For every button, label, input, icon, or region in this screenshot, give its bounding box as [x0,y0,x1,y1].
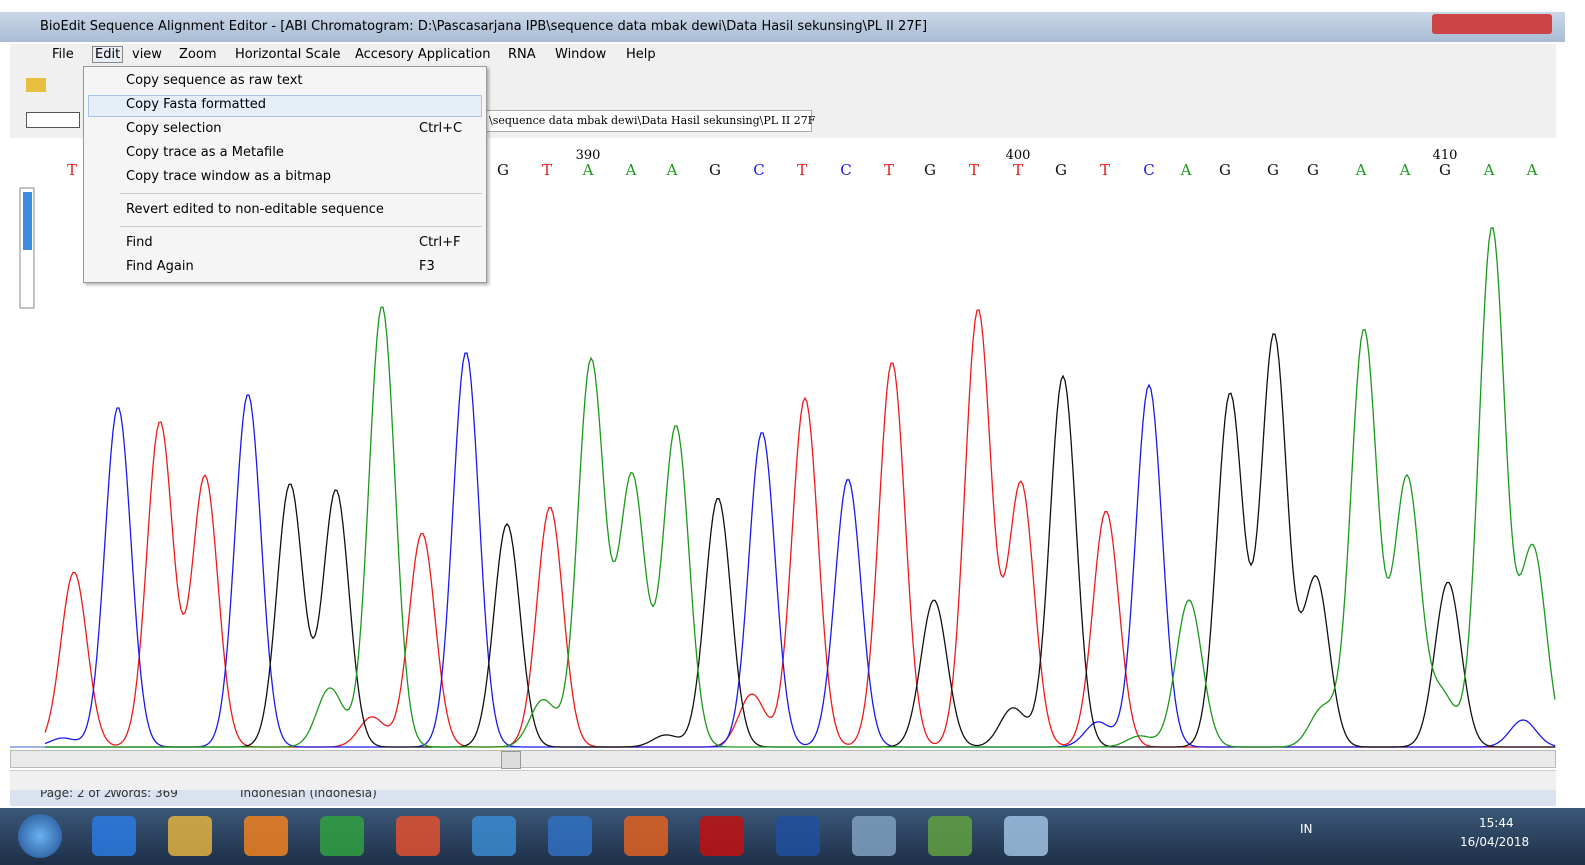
separator [120,226,482,227]
menu-item[interactable]: Window [555,47,606,62]
scroll-thumb[interactable] [501,751,521,769]
path-box: \sequence data mbak dewi\Data Hasil seku… [486,110,812,132]
menu-bar: File Edit view Zoom Horizontal Scale Accesory… [10,44,1556,66]
base-call: A [1180,161,1192,179]
base-call: G [497,161,509,179]
base-call: T [797,161,807,179]
status-text: Indonesian (Indonesia) [240,790,377,800]
position-label: 410 [1433,148,1458,163]
base-call: G [709,161,721,179]
shortcut: Ctrl+C [419,121,462,136]
taskbar-app[interactable] [928,816,972,856]
status-text: Page: 2 of 2 [40,790,111,800]
file-path: \sequence data mbak dewi\Data Hasil seku… [489,114,815,127]
menu-option[interactable]: Revert edited to non-editable sequence [126,202,384,217]
open-icon[interactable] [26,78,46,92]
base-call: G [1219,161,1231,179]
edit-menu: Copy sequence as raw text Copy Fasta form… [83,66,487,283]
menu-item[interactable]: Help [626,47,656,62]
base-call: G [1055,161,1067,179]
taskbar-app[interactable] [320,816,364,856]
menu-item[interactable]: File [52,47,74,62]
h-scrollbar[interactable] [10,750,1556,768]
base-call: T [1100,161,1110,179]
position-label: 400 [1006,148,1031,163]
language[interactable]: IN [1300,822,1313,836]
status-text: Words: 369 [110,790,178,800]
taskbar-app[interactable] [92,816,136,856]
screen: BioEdit Sequence Alignment Editor - [ABI… [0,0,1585,865]
base-call: A [1483,161,1495,179]
base-call: T [969,161,979,179]
base-call: C [753,161,764,179]
taskbar-app[interactable] [852,816,896,856]
base-call: T [884,161,894,179]
taskbar-app[interactable] [776,816,820,856]
base-call: T [67,161,77,179]
menu-option[interactable]: Copy selection [126,121,222,136]
start-button[interactable] [18,814,62,858]
clock-date[interactable]: 16/04/2018 [1460,835,1529,849]
taskbar-app[interactable] [472,816,516,856]
taskbar-app[interactable] [396,816,440,856]
taskbar-app[interactable] [700,816,744,856]
taskbar-app[interactable] [168,816,212,856]
menu-option[interactable]: Copy trace as a Metafile [126,145,284,160]
shortcut: Ctrl+F [419,235,461,250]
taskbar-app[interactable] [548,816,592,856]
menu-item[interactable]: view [132,47,162,62]
taskbar: IN 15:44 16/04/2018 [0,808,1585,865]
menu-option[interactable]: Find Again [126,259,194,274]
base-call: C [840,161,851,179]
menu-option[interactable]: Copy trace window as a bitmap [126,169,331,184]
menu-item[interactable]: Accesory Application [355,47,491,62]
base-call: A [1399,161,1411,179]
menu-option[interactable]: Copy sequence as raw text [126,73,303,88]
base-call: A [1526,161,1538,179]
menu-option[interactable]: Find [126,235,153,250]
base-call: A [582,161,594,179]
base-call: G [924,161,936,179]
base-call: G [1267,161,1279,179]
base-call: G [1439,161,1451,179]
side-thumb[interactable] [23,192,32,250]
title-bar: BioEdit Sequence Alignment Editor - [ABI… [0,12,1565,42]
separator [120,193,482,194]
trace-A [45,228,1555,747]
menu-item[interactable]: RNA [508,47,536,62]
scale-icon[interactable] [26,112,80,128]
base-call: A [625,161,637,179]
trace-C [45,353,1555,747]
taskbar-app[interactable] [624,816,668,856]
menu-item[interactable]: Zoom [179,47,216,62]
position-label: 390 [576,148,601,163]
base-call: A [1355,161,1367,179]
base-call: G [1307,161,1319,179]
window-title: BioEdit Sequence Alignment Editor - [ABI… [40,19,927,34]
base-call: T [542,161,552,179]
taskbar-app[interactable] [244,816,288,856]
base-call: T [1013,161,1023,179]
status-bar [10,770,1556,791]
menu-item[interactable]: Horizontal Scale [235,47,341,62]
trace-G [45,334,1555,747]
shortcut: F3 [419,259,435,274]
taskbar-app[interactable] [1004,816,1048,856]
base-call: C [1143,161,1154,179]
clock-time[interactable]: 15:44 [1479,816,1514,830]
menu-item[interactable]: Edit [92,46,123,63]
menu-option[interactable]: Copy Fasta formatted [126,97,266,112]
window-controls[interactable] [1432,14,1552,34]
base-call: A [666,161,678,179]
